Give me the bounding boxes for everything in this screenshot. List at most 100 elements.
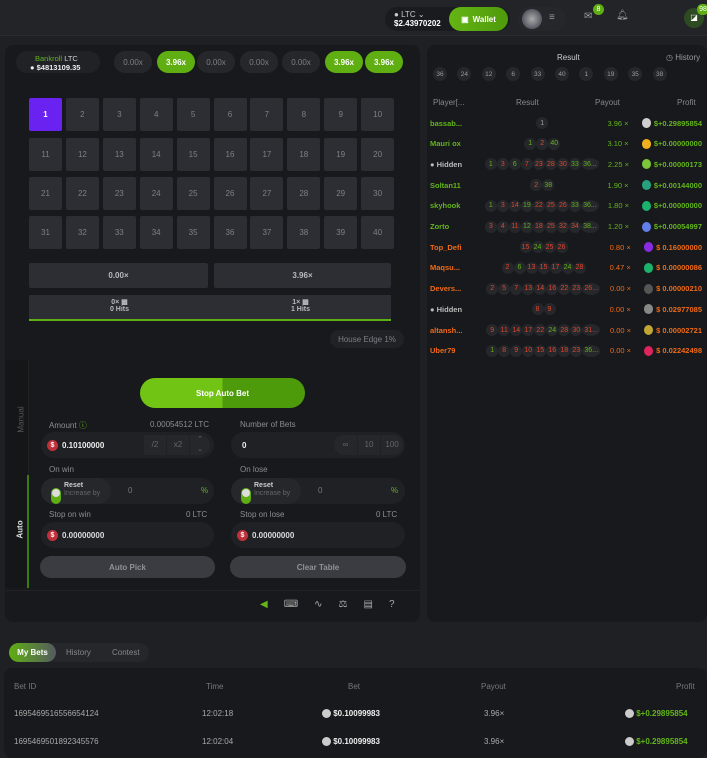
- number-tile[interactable]: 28: [287, 177, 321, 210]
- folder-icon[interactable]: ▤: [363, 599, 373, 610]
- number-tile[interactable]: 7: [250, 98, 284, 131]
- number-tile[interactable]: 20: [361, 138, 395, 171]
- win-pct-value[interactable]: 0: [128, 486, 133, 495]
- number-tile[interactable]: 22: [65, 177, 99, 210]
- tab-my-bets[interactable]: My Bets: [9, 643, 56, 662]
- on-win-input[interactable]: Reset Increase by 0 %: [41, 478, 214, 504]
- keyboard-icon[interactable]: ⌨: [283, 599, 299, 610]
- clear-table-button[interactable]: Clear Table: [230, 556, 406, 578]
- auto-pick-button[interactable]: Auto Pick: [40, 556, 215, 578]
- number-tile[interactable]: 24: [139, 177, 173, 210]
- result-ball: 17: [522, 324, 535, 336]
- wallet-button[interactable]: ▣ Wallet: [449, 7, 508, 31]
- lose-pct-value[interactable]: 0: [318, 486, 323, 495]
- amount-value[interactable]: 0.10100000: [62, 440, 105, 450]
- number-tile[interactable]: 21: [29, 177, 62, 210]
- number-tile[interactable]: 26: [213, 177, 247, 210]
- number-tile[interactable]: 25: [176, 177, 210, 210]
- number-tile[interactable]: 38: [287, 216, 321, 249]
- stop-win-value[interactable]: 0.00000000: [62, 530, 105, 540]
- number-tile[interactable]: 1: [29, 98, 62, 131]
- number-tile[interactable]: 13: [102, 138, 136, 171]
- number-tile[interactable]: 31: [29, 216, 62, 249]
- bet-id[interactable]: 1695469516556654124: [14, 709, 99, 718]
- bet-id[interactable]: 1695469501892345576: [14, 737, 99, 746]
- number-tile[interactable]: 3: [102, 98, 136, 131]
- number-tile[interactable]: 30: [361, 177, 395, 210]
- number-tile[interactable]: 29: [324, 177, 358, 210]
- stepper-icon[interactable]: ⌃ ⌄: [190, 435, 210, 455]
- reset-toggle[interactable]: [241, 488, 251, 504]
- number-tile[interactable]: 37: [250, 216, 284, 249]
- stop-win-input[interactable]: $0.00000000: [41, 522, 214, 548]
- number-tile[interactable]: 4: [139, 98, 173, 131]
- bets-10-button[interactable]: 10: [358, 435, 380, 455]
- avatar[interactable]: [522, 9, 542, 29]
- stop-auto-bet-button[interactable]: Stop Auto Bet: [140, 378, 305, 408]
- player-name[interactable]: skyhook: [430, 201, 461, 211]
- stop-lose-input[interactable]: $0.00000000: [231, 522, 405, 548]
- history-link[interactable]: History: [675, 53, 701, 62]
- tab-history[interactable]: History: [66, 648, 91, 657]
- number-tile[interactable]: 11: [29, 138, 62, 171]
- number-tile[interactable]: 36: [213, 216, 247, 249]
- wallet-label: Wallet: [472, 14, 496, 24]
- number-tile[interactable]: 15: [176, 138, 210, 171]
- player-name[interactable]: Top_Defi: [430, 242, 462, 252]
- number-tile[interactable]: 8: [287, 98, 321, 131]
- mail-icon[interactable]: ✉: [584, 11, 593, 22]
- bets-infinite-button[interactable]: ∞: [334, 435, 357, 455]
- player-name[interactable]: bassab...: [430, 118, 463, 128]
- number-tile[interactable]: 35: [176, 216, 210, 249]
- tab-manual[interactable]: Manual: [16, 406, 26, 433]
- stats-icon[interactable]: ∿: [314, 599, 323, 610]
- bets-value[interactable]: 0: [242, 440, 247, 450]
- number-tile[interactable]: 19: [324, 138, 358, 171]
- menu-icon[interactable]: ≡: [549, 12, 555, 23]
- bet-row[interactable]: 1695469501892345576 12:02:04 $0.10099983…: [0, 737, 707, 751]
- player-name[interactable]: Devers...: [430, 284, 462, 294]
- bets-100-button[interactable]: 100: [381, 435, 403, 455]
- number-tile[interactable]: 2: [65, 98, 99, 131]
- stop-lose-value[interactable]: 0.00000000: [252, 530, 295, 540]
- player-name[interactable]: altansh...: [430, 325, 463, 335]
- double-button[interactable]: x2: [167, 435, 189, 455]
- number-tile[interactable]: 39: [324, 216, 358, 249]
- result-ball: 22: [534, 324, 547, 336]
- player-name[interactable]: Zorto: [430, 222, 450, 231]
- tab-auto[interactable]: Auto: [15, 520, 25, 539]
- number-tile[interactable]: 23: [102, 177, 136, 210]
- reset-toggle[interactable]: [51, 488, 61, 504]
- bell-icon[interactable]: 🔔︎: [616, 10, 629, 21]
- number-tile[interactable]: 12: [65, 138, 99, 171]
- player-name[interactable]: Maqsu...: [430, 263, 461, 273]
- player-name[interactable]: Mauri ox: [430, 139, 461, 149]
- bet-row[interactable]: 1695469516556654124 12:02:18 $0.10099983…: [0, 709, 707, 723]
- number-tile[interactable]: 33: [102, 216, 136, 249]
- bets-input[interactable]: 0 ∞ 10 100: [231, 432, 405, 458]
- number-tile[interactable]: 6: [213, 98, 247, 131]
- number-tile[interactable]: 40: [361, 216, 395, 249]
- half-button[interactable]: /2: [144, 435, 166, 455]
- number-tile[interactable]: 17: [250, 138, 284, 171]
- sound-icon[interactable]: ◀: [260, 599, 268, 610]
- number-tile[interactable]: 16: [213, 138, 247, 171]
- number-tile[interactable]: 18: [287, 138, 321, 171]
- bet-profit: $+0.29895854: [636, 709, 688, 718]
- result-ball: 9: [486, 324, 499, 336]
- player-name[interactable]: Soltan11: [430, 180, 461, 190]
- on-lose-input[interactable]: Reset Increase by 0 %: [231, 478, 405, 504]
- tab-contest[interactable]: Contest: [112, 648, 140, 657]
- player-name[interactable]: Uber79: [430, 346, 456, 356]
- number-tile[interactable]: 10: [361, 98, 395, 131]
- number-tile[interactable]: 5: [176, 98, 210, 131]
- number-tile[interactable]: 32: [65, 216, 99, 249]
- user-menu[interactable]: ≡: [518, 7, 566, 31]
- amount-input[interactable]: $ 0.10100000 /2 x2 ⌃ ⌄: [41, 432, 214, 458]
- number-tile[interactable]: 34: [139, 216, 173, 249]
- number-tile[interactable]: 14: [139, 138, 173, 171]
- number-tile[interactable]: 27: [250, 177, 284, 210]
- help-icon[interactable]: ?: [388, 599, 395, 610]
- fairness-icon[interactable]: ⚖: [338, 599, 348, 610]
- number-tile[interactable]: 9: [324, 98, 358, 131]
